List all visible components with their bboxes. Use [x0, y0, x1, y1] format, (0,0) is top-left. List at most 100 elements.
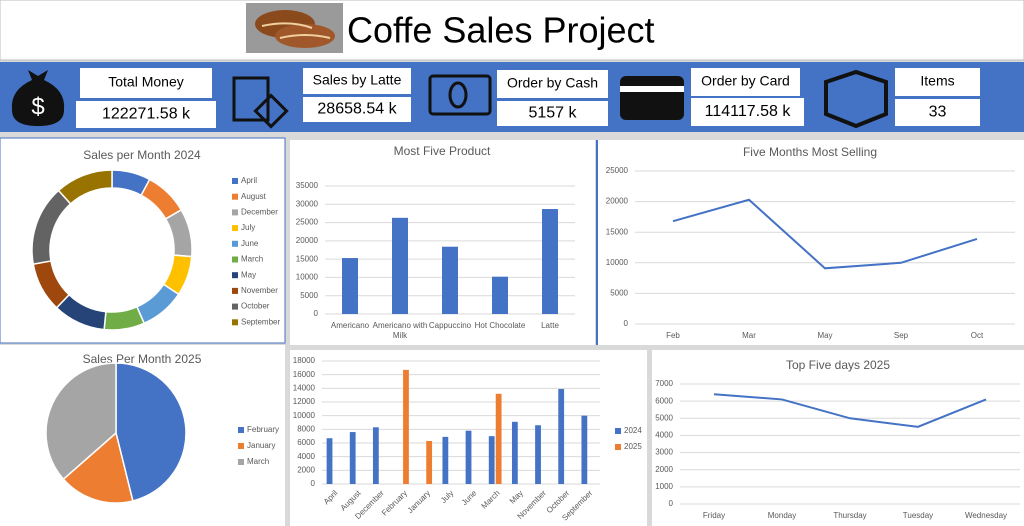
legend-swatch: [232, 272, 238, 279]
legend-swatch: [232, 287, 238, 294]
kpi-label-box: [691, 68, 800, 96]
money-bag-icon: [11, 70, 65, 126]
header: [0, 0, 1024, 61]
legend-swatch: [615, 444, 621, 450]
x-tick-label: Monday: [768, 511, 796, 520]
kpi-value-box: [895, 99, 980, 126]
chart-title: Sales per Month 2024: [83, 148, 201, 162]
kpi-icons: $: [11, 69, 888, 129]
x-tick-label: Cappuccino: [429, 321, 472, 330]
legend-label: April: [241, 176, 257, 185]
slice: [115, 362, 187, 502]
y-tick-label: 20000: [606, 197, 629, 206]
x-tick-label: Wednesday: [965, 511, 1007, 520]
kpi-label: Total Money: [108, 74, 183, 90]
cash-icon: [428, 74, 492, 116]
legend-label: August: [241, 192, 267, 201]
bar: [511, 421, 518, 484]
y-tick-label: 25000: [606, 166, 629, 175]
kpi-value: 114117.58 k: [705, 103, 792, 120]
bar: [488, 436, 495, 484]
y-tick-label: 5000: [655, 413, 673, 422]
y-tick-label: 4000: [297, 452, 315, 461]
legend-label: May: [241, 270, 256, 279]
bar: [372, 427, 379, 484]
kpi-label: Sales by Latte: [313, 72, 402, 88]
panel: [652, 350, 1024, 526]
x-tick-line: Milk: [393, 331, 408, 340]
kpi-value: 28658.54 k: [317, 101, 397, 118]
legend-label: November: [241, 286, 278, 295]
y-tick-label: 35000: [296, 181, 319, 190]
card-icon: [620, 76, 684, 120]
legend-swatch: [232, 319, 238, 326]
legend-swatch: [232, 303, 238, 310]
box-icon: [824, 69, 888, 129]
legend-label: December: [241, 208, 278, 217]
y-tick-label: 12000: [293, 397, 316, 406]
kpi-label-box: [303, 68, 411, 94]
legend-swatch: [232, 209, 238, 216]
kpi-value: 5157 k: [528, 105, 577, 122]
line: [713, 393, 987, 428]
x-tick-label: Thursday: [833, 511, 866, 520]
bar: [442, 436, 449, 484]
bar: [342, 258, 358, 314]
line: [672, 198, 978, 270]
bar: [558, 389, 565, 484]
bar: [392, 217, 408, 314]
y-tick-label: 10000: [296, 273, 319, 282]
legend-label: February: [247, 425, 279, 434]
x-tick-label: Feb: [666, 331, 680, 340]
legend-swatch: [232, 240, 238, 247]
y-tick-label: 20000: [296, 236, 319, 245]
kpi-value-box: [691, 98, 804, 126]
legend-label: September: [241, 317, 280, 326]
bar: [581, 415, 588, 484]
icon-glyph: $: [31, 93, 44, 120]
y-tick-label: 25000: [296, 218, 319, 227]
bar: [492, 276, 508, 314]
legend-swatch: [232, 225, 238, 232]
slice: [57, 169, 113, 205]
bar: [349, 432, 356, 484]
x-tick-label: Friday: [703, 511, 725, 520]
y-tick-label: 2000: [655, 465, 673, 474]
kpi-label-box: [80, 68, 212, 98]
kpi-value: 122271.58 k: [102, 106, 191, 123]
legend-label: March: [241, 255, 263, 264]
x-tick-label: Americano with Milk: [373, 321, 428, 340]
bar: [326, 438, 333, 484]
y-tick-label: 6000: [655, 396, 673, 405]
y-tick-label: 7000: [655, 379, 673, 388]
legend-label: March: [247, 457, 269, 466]
y-tick-label: 0: [669, 499, 674, 508]
x-tick-label: Sep: [894, 331, 909, 340]
chart-title: Top Five days 2025: [786, 358, 890, 372]
legend-label: 2024: [624, 426, 642, 435]
x-tick-label: May: [817, 331, 832, 340]
kpi-label: Order by Cash: [507, 75, 598, 91]
y-tick-label: 30000: [296, 199, 319, 208]
x-tick-label: Mar: [742, 331, 756, 340]
bar: [442, 246, 458, 314]
bar: [495, 393, 502, 484]
y-tick-label: 3000: [655, 448, 673, 457]
chart-title: Most Five Product: [394, 144, 491, 158]
y-tick-label: 0: [311, 479, 316, 488]
y-tick-label: 18000: [293, 356, 316, 365]
y-tick-label: 8000: [297, 424, 315, 433]
y-tick-label: 4000: [655, 431, 673, 440]
kpi-label: Order by Card: [701, 73, 790, 89]
bar: [465, 430, 472, 484]
y-tick-label: 15000: [606, 227, 629, 236]
kpi-value: 33: [929, 104, 947, 121]
panel: [598, 140, 1024, 345]
legend-label: June: [241, 239, 259, 248]
kpis: Total Money 122271.58 k Sales by Latte 2865…: [76, 68, 980, 128]
bar: [542, 209, 558, 314]
x-tick-label: Tuesday: [903, 511, 933, 520]
chocolate-icon: [253, 93, 289, 129]
bar: [535, 425, 541, 484]
